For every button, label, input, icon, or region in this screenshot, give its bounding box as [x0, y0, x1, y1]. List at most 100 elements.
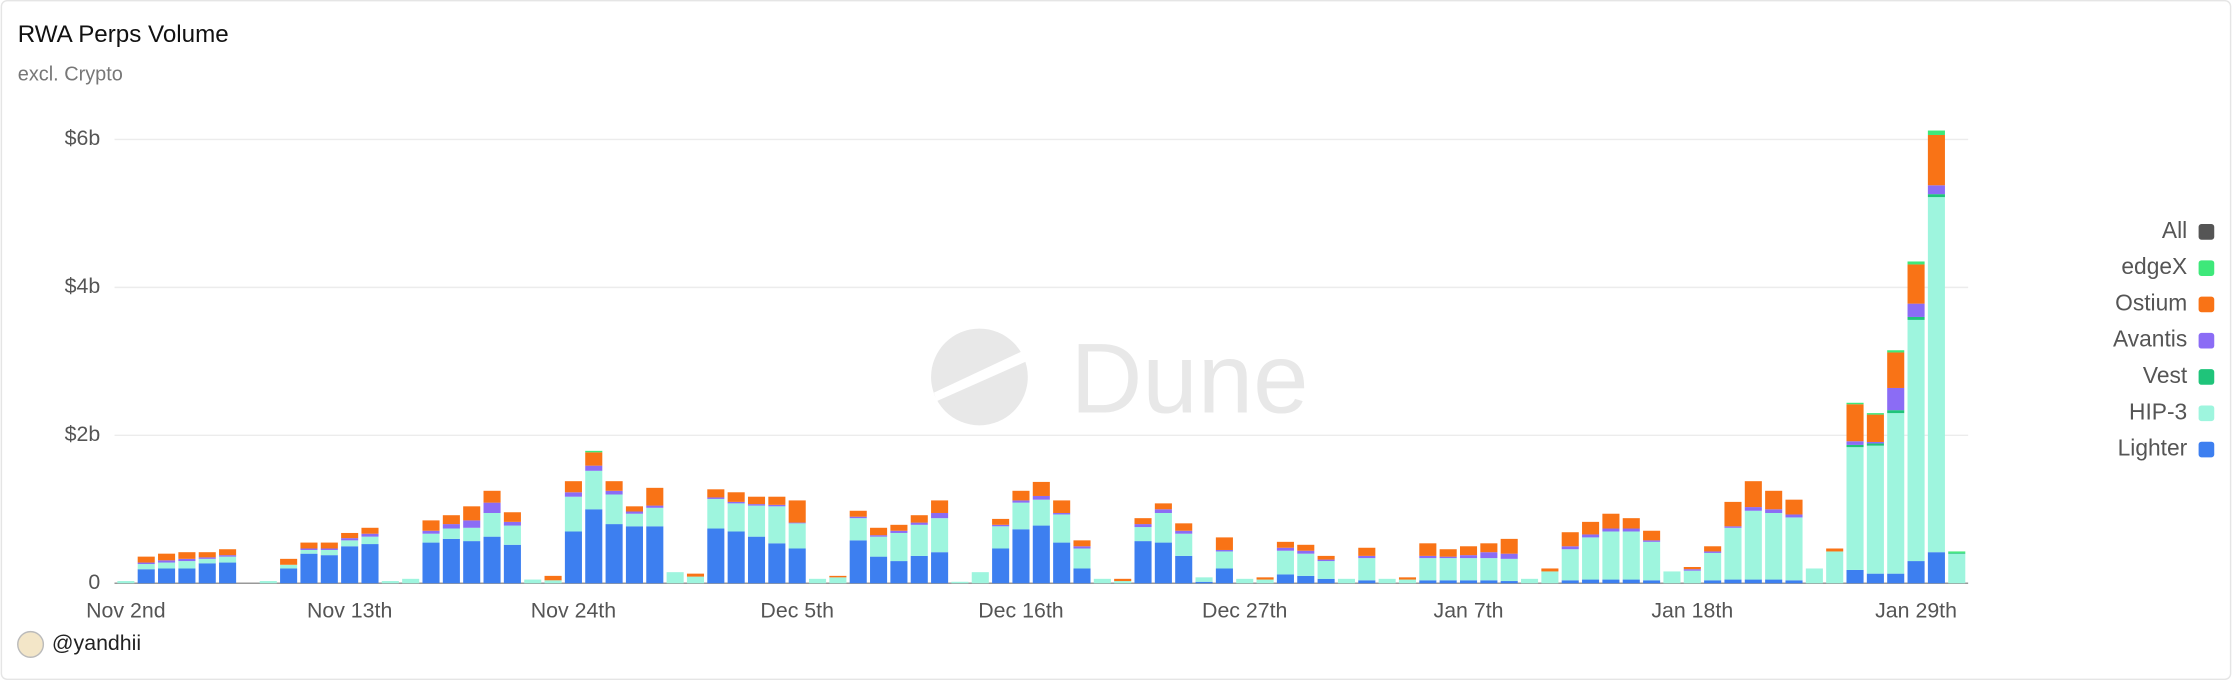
bar-segment — [1602, 528, 1620, 532]
bar-segment — [1053, 542, 1071, 584]
bar-segment — [1622, 579, 1640, 584]
bar-segment — [1134, 518, 1152, 525]
bar-segment — [1276, 547, 1294, 551]
bar-segment — [524, 579, 542, 584]
bar-segment — [158, 562, 176, 569]
bar-segment — [1907, 319, 1925, 562]
bar-segment — [137, 569, 155, 584]
bar-segment — [585, 465, 603, 471]
x-tick-label: Dec 5th — [760, 598, 834, 622]
bar-segment — [1765, 579, 1783, 584]
bar-segment — [1683, 570, 1701, 584]
bar-segment — [1053, 514, 1071, 543]
bar-segment — [361, 544, 379, 584]
bar-segment — [646, 526, 664, 584]
bar-segment — [1297, 575, 1315, 584]
legend-label: Ostium — [2115, 289, 2187, 315]
bar-segment — [605, 524, 623, 584]
bar-segment — [1317, 578, 1335, 584]
bar-segment — [1643, 541, 1661, 581]
bar-segment — [300, 548, 318, 550]
bar-segment — [198, 558, 216, 564]
bar-segment — [727, 492, 745, 502]
bar-segment — [1358, 580, 1376, 584]
bar-segment — [768, 543, 786, 584]
bar-segment — [1459, 558, 1478, 581]
bar-segment — [463, 520, 481, 528]
bar-segment — [1866, 445, 1884, 574]
bar-segment — [1622, 518, 1640, 529]
bar-segment — [1134, 524, 1152, 528]
bar-segment — [1846, 447, 1864, 570]
bar-segment — [788, 523, 806, 549]
plot: 0 $2b $4b $6b Nov 2nd Nov 13th Nov 24th Dec 5th… — [65, 126, 1969, 622]
bar-segment — [910, 555, 928, 584]
author[interactable]: @yandhii — [52, 631, 141, 655]
bar-segment — [361, 533, 379, 537]
bar-segment — [402, 578, 420, 584]
bar-segment — [1907, 316, 1925, 320]
bar-segment — [1724, 526, 1742, 528]
bar-segment — [768, 496, 786, 505]
x-tick-label: Dec 27th — [1202, 598, 1287, 622]
bar-segment — [1805, 568, 1823, 584]
x-tick-label: Dec 16th — [978, 598, 1063, 622]
bar-segment — [1358, 547, 1376, 556]
bar-segment — [1927, 197, 1945, 553]
bar-segment — [442, 538, 460, 584]
bar-segment — [137, 564, 155, 570]
bar-segment — [1582, 537, 1600, 580]
bar-segment — [1215, 568, 1233, 584]
bar-segment — [849, 516, 867, 519]
bar-segment — [137, 562, 155, 565]
bar-segment — [300, 542, 318, 549]
bar-segment — [1114, 578, 1132, 582]
bar-segment — [341, 532, 359, 539]
bar-segment — [809, 578, 827, 584]
bar-segment — [1317, 561, 1335, 579]
bar-segment — [1866, 443, 1884, 446]
bar-segment — [1114, 581, 1132, 584]
legend-label: Vest — [2143, 362, 2188, 388]
bar-segment — [341, 538, 359, 541]
x-tick-label: Nov 13th — [307, 598, 392, 622]
bar-segment — [1215, 537, 1233, 550]
bar-segment — [1093, 578, 1111, 584]
bar-segment — [178, 552, 196, 559]
bar-segment — [1744, 579, 1762, 584]
bar-segment — [442, 528, 460, 539]
bar-segment — [870, 536, 888, 557]
bar-segment — [931, 518, 949, 553]
bar-segment — [259, 581, 277, 584]
bar-segment — [564, 481, 582, 493]
bar-segment — [1032, 495, 1050, 500]
bar-segment — [158, 568, 176, 584]
bar-segment — [1622, 531, 1640, 580]
bar-segment — [910, 515, 928, 523]
bar-segment — [503, 544, 521, 584]
bar-segment — [1398, 579, 1417, 584]
bar-segment — [1643, 530, 1661, 541]
bar-segment — [1337, 578, 1355, 584]
bar-segment — [503, 512, 521, 522]
bar-segment — [1765, 490, 1783, 510]
bar-segment — [1439, 556, 1457, 559]
bar-segment — [320, 555, 338, 584]
bar-segment — [219, 549, 237, 556]
bar-segment — [1724, 501, 1742, 527]
bar-segment — [503, 521, 521, 526]
bar-segment — [422, 520, 440, 531]
bar-segment — [219, 562, 237, 584]
bar-segment — [300, 549, 318, 554]
bar-segment — [422, 542, 440, 584]
bar-segment — [849, 510, 867, 517]
bar-segment — [1317, 555, 1335, 560]
bar-segment — [727, 501, 745, 504]
bar-segment — [564, 496, 582, 532]
bar-segment — [1663, 571, 1681, 584]
bar-segment — [1053, 512, 1071, 515]
bar-segment — [870, 527, 888, 536]
bar-segment — [1724, 527, 1742, 580]
bar-segment — [625, 511, 643, 514]
